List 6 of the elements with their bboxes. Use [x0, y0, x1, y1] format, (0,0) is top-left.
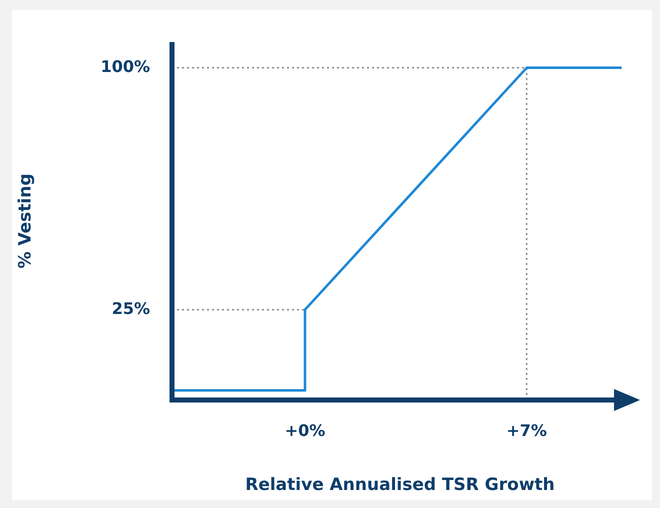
x-tick-label: +7% — [506, 420, 547, 440]
x-axis-title: Relative Annualised TSR Growth — [245, 475, 555, 496]
x-tick-label: +0% — [284, 420, 326, 440]
y-tick-label: 25% — [112, 298, 150, 318]
y-axis-title: % Vesting — [16, 173, 36, 269]
y-tick-label: 100% — [100, 56, 150, 76]
